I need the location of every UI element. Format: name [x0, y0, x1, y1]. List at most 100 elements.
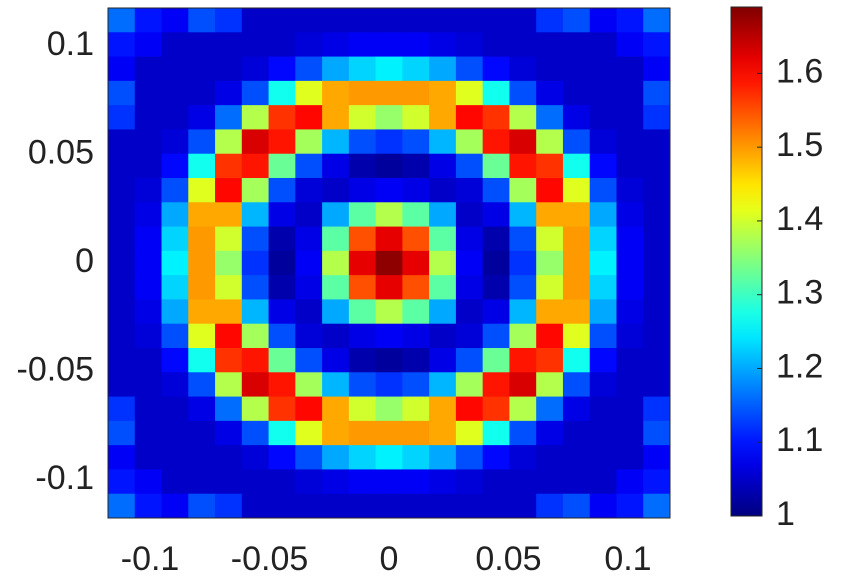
heat-cell	[509, 202, 537, 228]
heat-cell	[482, 275, 510, 300]
heat-cell	[375, 275, 403, 300]
heat-cell	[482, 202, 510, 228]
heat-cell	[402, 275, 430, 300]
heat-cell	[482, 348, 510, 373]
heat-cell	[562, 105, 591, 130]
heat-cell	[322, 8, 350, 33]
heat-cell	[562, 323, 591, 349]
heat-cell	[241, 226, 270, 252]
heat-cell	[402, 469, 430, 495]
heat-cell	[188, 129, 216, 155]
heat-cell	[509, 250, 537, 276]
heat-cell	[161, 105, 189, 130]
heat-cell	[134, 469, 163, 495]
heat-cell	[375, 202, 403, 228]
heat-cell	[402, 226, 430, 252]
heat-cell	[295, 80, 323, 106]
heat-cell	[455, 202, 484, 228]
heat-cell	[161, 348, 189, 373]
heat-cell	[348, 396, 377, 422]
heat-cell	[482, 8, 510, 33]
heat-cell	[482, 299, 510, 325]
heat-cell	[402, 56, 430, 82]
heat-cell	[161, 226, 189, 252]
heat-cell	[295, 348, 323, 373]
y-tick-label: 0.05	[28, 134, 94, 172]
heat-cell	[616, 275, 644, 300]
x-tick-label: -0.1	[121, 540, 180, 578]
heat-cell	[616, 469, 644, 495]
heat-cell	[375, 80, 403, 106]
heat-cell	[643, 445, 671, 470]
heat-cell	[429, 299, 457, 325]
heat-cell	[295, 396, 323, 422]
heat-cell	[482, 80, 510, 106]
heat-cell	[589, 178, 617, 203]
heat-cell	[188, 105, 216, 130]
heat-cell	[241, 493, 270, 519]
heat-cell	[589, 323, 617, 349]
heat-cell	[482, 32, 510, 58]
heat-cell	[241, 202, 270, 228]
heat-cell	[241, 32, 270, 58]
heat-cell	[134, 420, 163, 446]
heat-cell	[616, 153, 644, 179]
heat-cell	[161, 202, 189, 228]
heat-cell	[589, 348, 617, 373]
heat-cell	[161, 129, 189, 155]
heat-cell	[589, 56, 617, 82]
colorbar-tick-label: 1	[776, 495, 795, 533]
heat-cell	[108, 299, 136, 325]
heat-cell	[215, 226, 243, 252]
heat-cell	[509, 80, 537, 106]
heat-cell	[455, 56, 484, 82]
heat-cell	[509, 372, 537, 398]
heat-cell	[108, 178, 136, 203]
heat-cell	[134, 323, 163, 349]
heat-cell	[589, 445, 617, 470]
heat-cell	[455, 420, 484, 446]
heat-cell	[188, 348, 216, 373]
heat-cell	[375, 396, 403, 422]
heat-cell	[375, 493, 403, 519]
heat-cell	[188, 275, 216, 300]
heat-cell	[589, 80, 617, 106]
heat-cell	[268, 129, 296, 155]
heat-cell	[268, 56, 296, 82]
heat-cell	[188, 226, 216, 252]
heat-cell	[455, 348, 484, 373]
heat-cell	[108, 445, 136, 470]
heat-cell	[402, 323, 430, 349]
heat-cell	[295, 250, 323, 276]
heat-cell	[375, 226, 403, 252]
heat-cell	[108, 202, 136, 228]
heat-cell	[348, 32, 377, 58]
heat-cell	[402, 32, 430, 58]
heat-cell	[589, 493, 617, 519]
heat-cell	[108, 323, 136, 349]
heat-cell	[295, 105, 323, 130]
heat-cell	[536, 178, 564, 203]
heat-cell	[322, 469, 350, 495]
heat-cell	[643, 493, 671, 519]
heat-cell	[509, 105, 537, 130]
heat-cell	[509, 129, 537, 155]
heat-cell	[375, 348, 403, 373]
heat-cell	[509, 178, 537, 203]
heat-cell	[268, 250, 296, 276]
y-tick-label: 0	[75, 242, 94, 280]
heat-cell	[429, 32, 457, 58]
heat-cell	[161, 153, 189, 179]
heat-cell	[509, 493, 537, 519]
heat-cell	[455, 226, 484, 252]
heat-cell	[161, 323, 189, 349]
heat-cell	[643, 275, 671, 300]
heat-cell	[429, 226, 457, 252]
heat-cell	[482, 178, 510, 203]
heat-cell	[616, 299, 644, 325]
heat-cell	[482, 323, 510, 349]
heat-cell	[375, 105, 403, 130]
heat-cell	[161, 275, 189, 300]
heat-cell	[429, 202, 457, 228]
heat-cell	[322, 129, 350, 155]
